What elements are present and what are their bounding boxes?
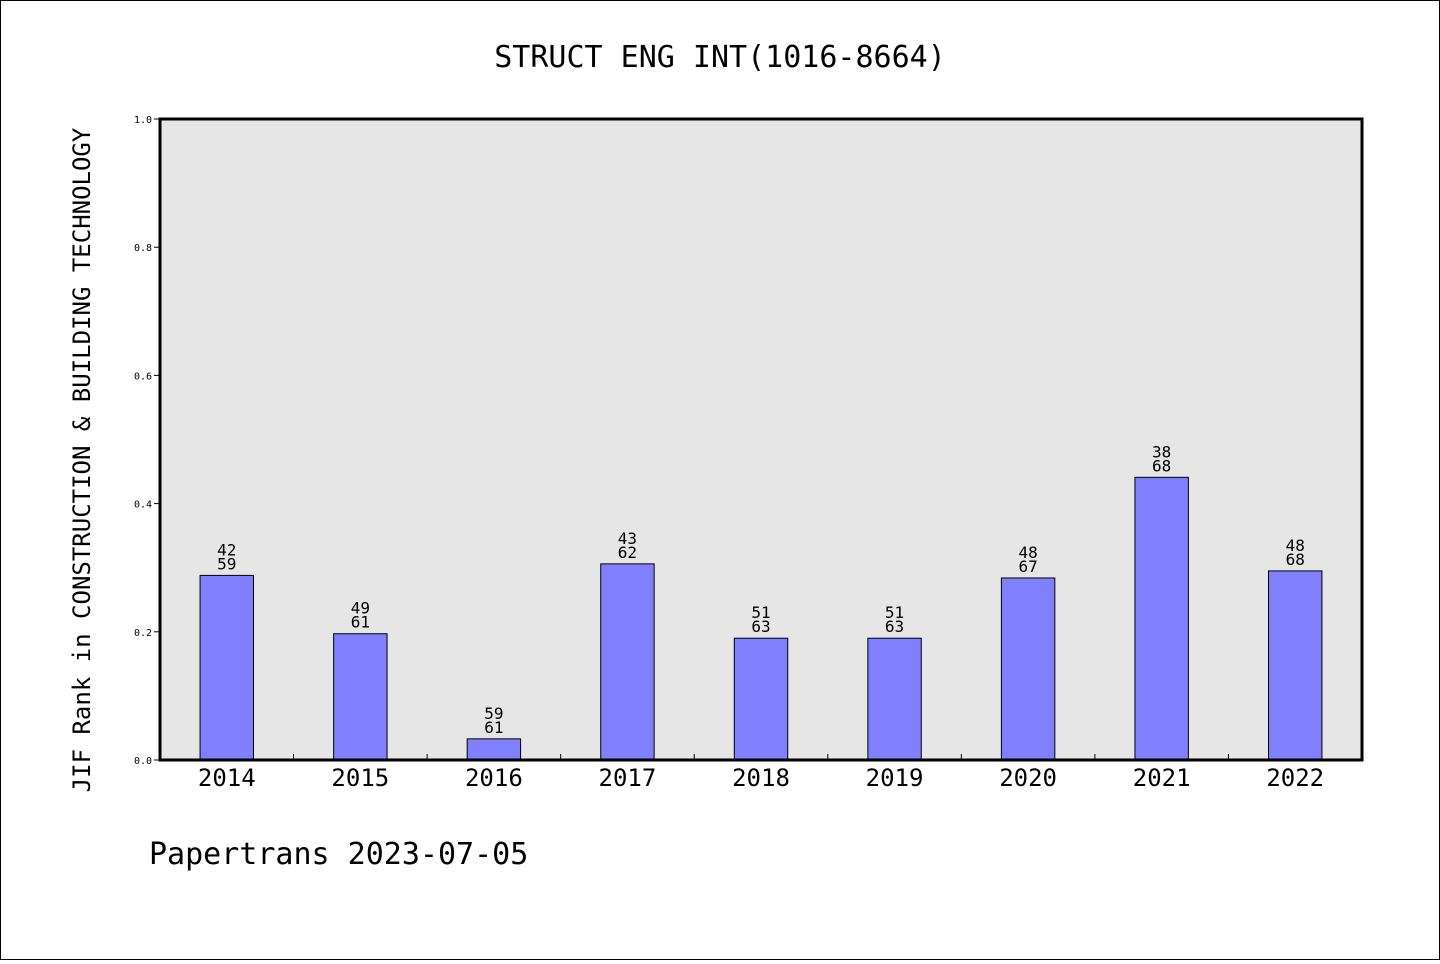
total-label: 68 [1286,550,1305,569]
total-label: 62 [618,543,637,562]
total-label: 67 [1018,557,1037,576]
y-axis-ticks: 0.0 0.2 0.4 0.6 0.8 1.0 [134,115,160,767]
bar-2015 [333,633,388,761]
x-tick-label: 2017 [599,764,657,792]
rank-label: 49 [351,599,370,618]
total-label: 59 [217,554,236,573]
y-tick-label: 0.0 [134,756,152,767]
footer-credit: Papertrans 2023-07-05 [149,837,528,872]
x-tick-label: 2019 [866,764,924,792]
x-axis-ticks: 2014 2015 2016 2017 2018 2019 2020 2021 2022 [198,754,1324,792]
bar-2017 [600,563,655,761]
bar-2016 [466,738,522,761]
y-tick-label: 1.0 [134,115,152,126]
bar-2019 [867,637,922,761]
total-label: 68 [1152,456,1171,475]
rank-label: 42 [217,540,236,559]
bar-2022 [1268,570,1323,761]
y-tick-label: 0.8 [134,243,152,254]
y-axis-label: JIF Rank in CONSTRUCTION & BUILDING TECH… [68,127,96,792]
rank-label: 59 [484,704,503,723]
x-tick-label: 2015 [331,764,389,792]
rank-label: 38 [1152,442,1171,461]
rank-label: 51 [885,603,904,622]
bars-group [199,476,1323,761]
x-tick-label: 2018 [732,764,790,792]
bar-2014 [199,574,254,761]
total-label: 63 [751,617,770,636]
x-tick-label: 2020 [999,764,1057,792]
x-tick-label: 2021 [1133,764,1191,792]
bar-2018 [733,637,789,761]
bar-2020 [1000,577,1056,761]
rank-label: 43 [618,529,637,548]
y-tick-label: 0.2 [134,628,152,639]
rank-label: 48 [1018,543,1037,562]
y-tick-label: 0.4 [134,500,152,511]
chart-title: STRUCT ENG INT(1016-8664) [494,40,946,75]
total-label: 61 [351,613,370,632]
rank-label: 48 [1286,536,1305,555]
plot-border [158,117,1364,762]
total-label: 61 [484,718,503,737]
y-tick-label: 0.6 [134,371,152,382]
x-tick-label: 2014 [198,764,256,792]
total-label: 63 [885,617,904,636]
bar-2021 [1134,476,1189,761]
x-tick-label: 2016 [465,764,523,792]
x-tick-label: 2022 [1266,764,1324,792]
rank-label: 51 [751,603,770,622]
